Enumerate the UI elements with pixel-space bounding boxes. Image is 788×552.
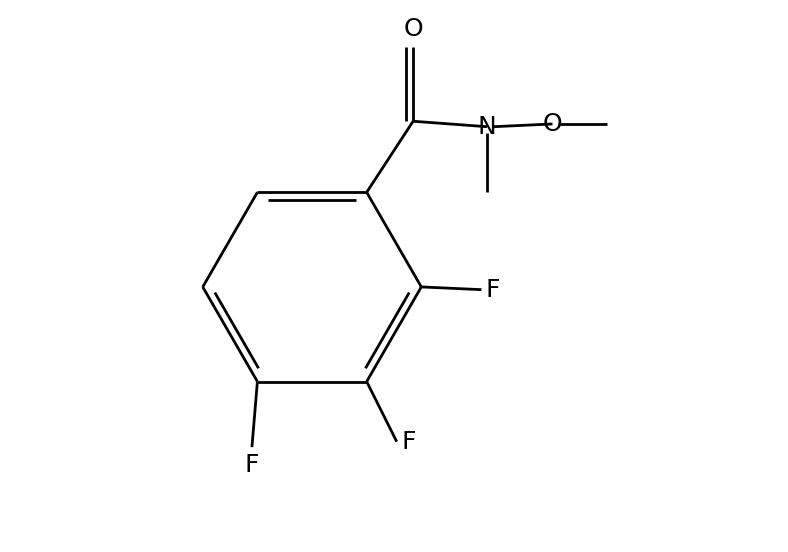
Text: F: F: [245, 453, 259, 476]
Text: F: F: [486, 278, 500, 301]
Text: F: F: [401, 429, 415, 454]
Text: O: O: [403, 17, 423, 41]
Text: O: O: [543, 112, 563, 136]
Text: N: N: [478, 115, 496, 139]
